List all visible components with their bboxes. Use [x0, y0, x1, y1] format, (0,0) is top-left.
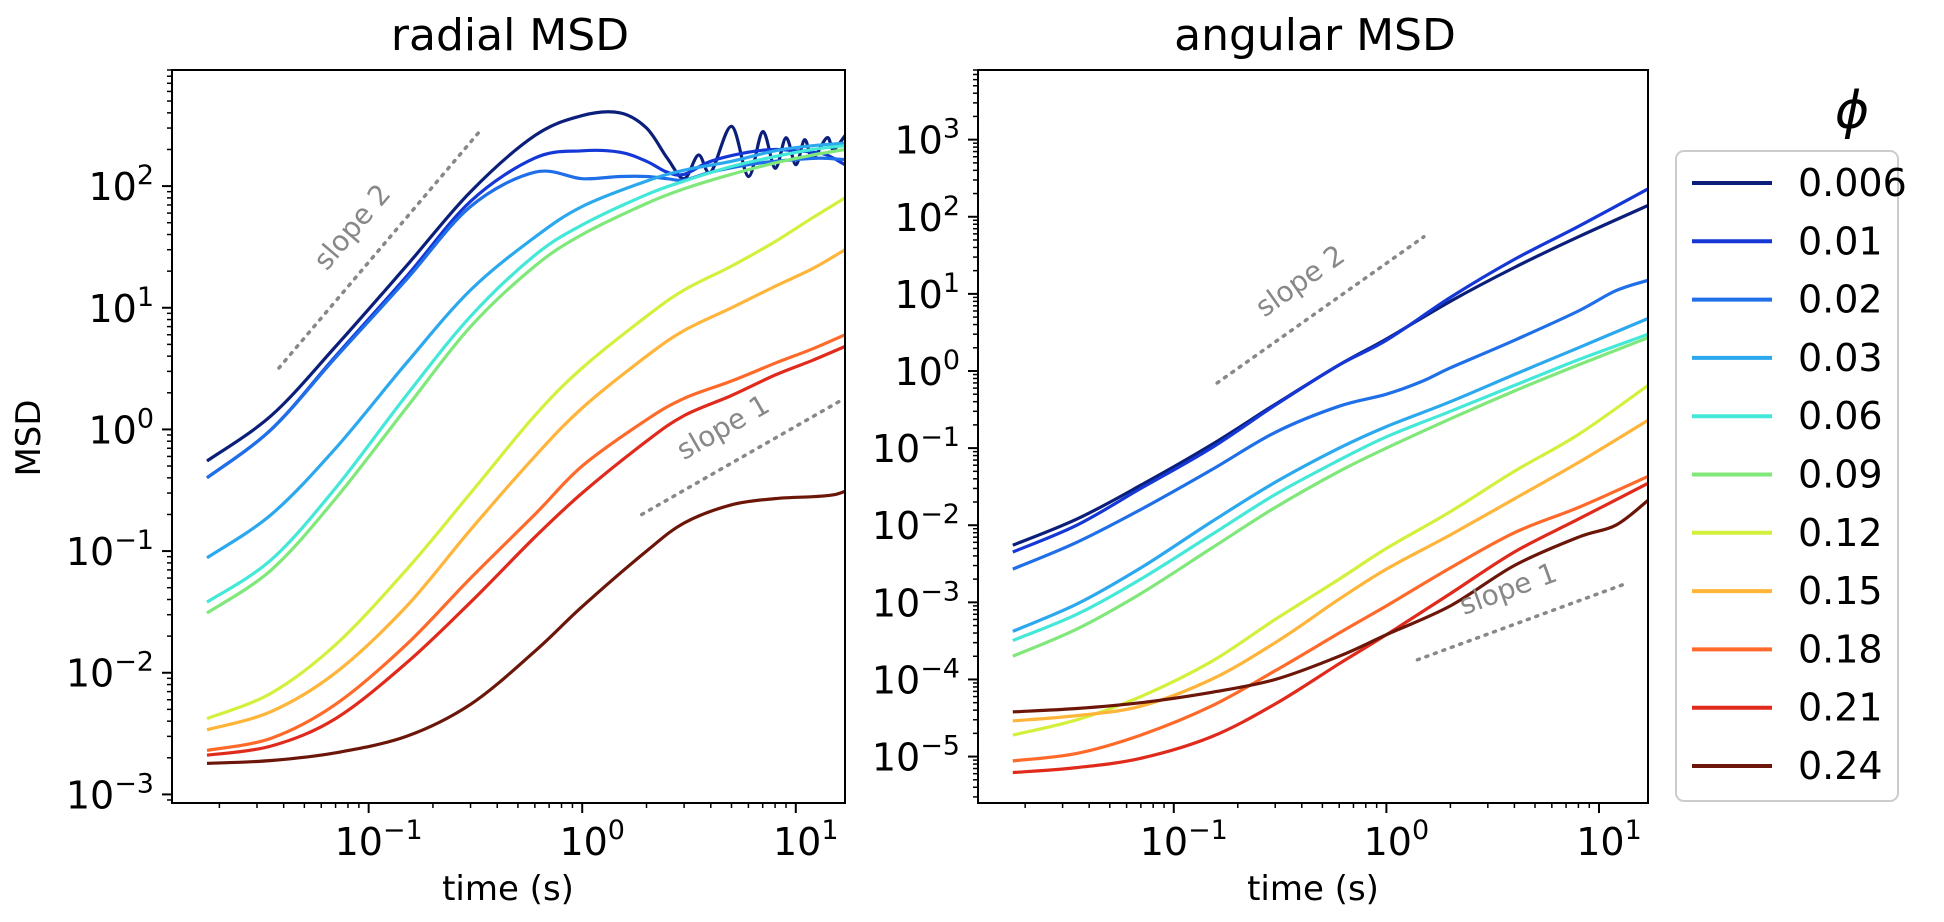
angular-msd-series-0.12	[1012, 384, 1648, 737]
radial-msd-series-0.15	[206, 248, 845, 732]
angular-msd-xtick-label: 10−1	[1140, 815, 1228, 864]
legend-label: 0.01	[1798, 219, 1883, 263]
angular-msd-slope-line	[1215, 235, 1426, 385]
angular-msd-xlabel: time (s)	[1247, 869, 1379, 909]
radial-msd-series-0.03	[206, 141, 845, 560]
radial-msd-series-0.006	[206, 110, 845, 463]
legend-title: ϕ	[1835, 81, 1869, 141]
angular-msd-ytick-label: 102	[894, 191, 960, 240]
legend-label: 0.03	[1798, 336, 1883, 380]
angular-msd-ytick-label: 100	[894, 345, 960, 394]
angular-msd-ytick-label: 101	[894, 268, 960, 317]
radial-msd-xtick-label: 100	[559, 815, 625, 864]
radial-msd-title: radial MSD	[391, 10, 629, 61]
angular-msd-xtick-label: 100	[1364, 815, 1430, 864]
legend-label: 0.18	[1798, 627, 1883, 671]
radial-msd-series-0.24	[206, 489, 845, 765]
radial-msd-slope-line	[277, 129, 482, 370]
legend-label: 0.15	[1798, 569, 1883, 613]
angular-msd-series-0.21	[1012, 481, 1648, 775]
legend-label: 0.24	[1798, 744, 1883, 788]
angular-msd-series-0.03	[1012, 317, 1648, 633]
radial-msd-series-0.09	[206, 147, 845, 615]
angular-msd-series-0.06	[1012, 332, 1648, 642]
radial-msd-slope-label: slope 2	[307, 178, 398, 277]
radial-msd-slope-line	[640, 399, 842, 517]
angular-msd-title: angular MSD	[1174, 10, 1456, 61]
angular-msd-series-0.09	[1012, 336, 1648, 658]
angular-msd-ytick-label: 10−5	[872, 731, 960, 780]
angular-msd-plot-frame	[977, 69, 1649, 804]
angular-msd-ytick-label: 10−1	[872, 422, 960, 471]
radial-msd-series-0.12	[206, 196, 845, 721]
radial-msd-ytick-label: 100	[88, 403, 154, 452]
radial-msd-series-0.06	[206, 144, 845, 604]
angular-msd-ytick-label: 10−3	[872, 576, 960, 625]
radial-msd-panel: radial MSD MSD time (s) 10−3 10−2 10−1 100 1…	[9, 10, 846, 909]
radial-msd-plot-frame	[171, 69, 846, 804]
radial-msd-ytick-label: 10−3	[66, 768, 154, 817]
angular-msd-xtick-label: 101	[1576, 815, 1642, 864]
angular-msd-slope-label: slope 2	[1249, 238, 1351, 323]
angular-msd-series-0.01	[1012, 187, 1648, 554]
angular-msd-ytick-label: 10−2	[872, 499, 960, 548]
angular-msd-series-0.02	[1012, 278, 1648, 571]
radial-msd-xtick-label: 10−1	[335, 815, 423, 864]
legend: ϕ 0.006 0.01 0.02 0.03 0.06 0.09 0.12 0.15 0.18 0…	[1675, 81, 1907, 802]
angular-msd-series-0.24	[1012, 499, 1648, 714]
radial-msd-xlabel: time (s)	[442, 869, 574, 909]
radial-msd-ylabel: MSD	[9, 399, 49, 476]
radial-msd-series-0.21	[206, 345, 845, 757]
legend-label: 0.21	[1798, 686, 1883, 730]
angular-msd-ytick-label: 103	[894, 114, 960, 163]
radial-msd-ytick-label: 102	[88, 160, 154, 209]
legend-label: 0.006	[1798, 161, 1907, 205]
angular-msd-series-0.15	[1012, 418, 1648, 723]
radial-msd-series-0.18	[206, 333, 845, 752]
radial-msd-xtick-label: 101	[773, 815, 839, 864]
legend-label: 0.06	[1798, 394, 1883, 438]
angular-msd-panel: angular MSD time (s) 10−5 10−4 10−3 10−2 10−…	[872, 10, 1649, 909]
angular-msd-series-0.18	[1012, 474, 1648, 763]
radial-msd-ytick-label: 10−1	[66, 525, 154, 574]
legend-label: 0.09	[1798, 453, 1883, 497]
angular-msd-slope-line	[1415, 582, 1625, 662]
legend-label: 0.02	[1798, 278, 1883, 322]
radial-msd-ytick-label: 101	[88, 282, 154, 331]
legend-label: 0.12	[1798, 511, 1883, 555]
radial-msd-ytick-label: 10−2	[66, 647, 154, 696]
legend-box	[1675, 150, 1899, 802]
angular-msd-ytick-label: 10−4	[872, 653, 960, 702]
